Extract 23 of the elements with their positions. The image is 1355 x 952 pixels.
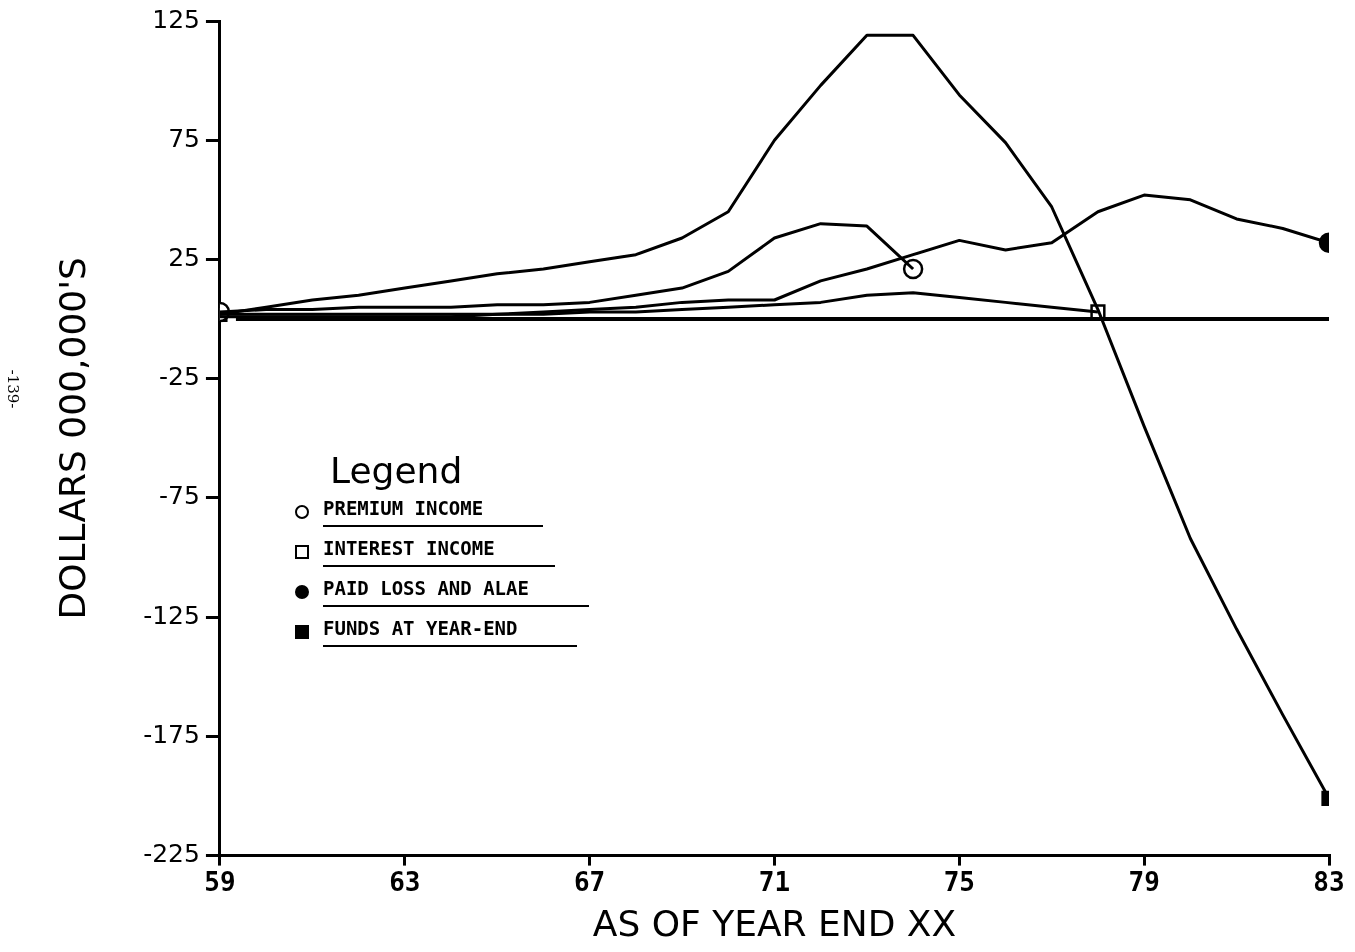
y-tick-label: -175: [143, 719, 200, 749]
y-tick-label: 25: [168, 242, 200, 272]
x-axis-title: AS OF YEAR END XX: [592, 902, 957, 944]
y-tick-label: -75: [159, 481, 200, 511]
legend-label: PAID LOSS AND ALAE: [323, 577, 589, 607]
x-tick-label: 67: [573, 866, 606, 897]
y-tick-label: -125: [143, 600, 200, 630]
y-tick-label: -25: [159, 362, 200, 392]
legend-title: Legend: [330, 450, 464, 491]
x-tick-label: 79: [1128, 866, 1160, 897]
x-tick-label: 83: [1313, 866, 1345, 897]
y-axis-title: DOLLARS 000,000'S: [51, 257, 93, 620]
x-tick-label: 71: [758, 866, 791, 897]
y-tick-label: -225: [143, 839, 200, 869]
y-tick-label: 125: [152, 4, 200, 34]
text: -139-: [4, 369, 23, 409]
x-tick-label: 59: [204, 866, 236, 897]
legend-label: INTEREST INCOME: [323, 537, 555, 567]
legend-label: PREMIUM INCOME: [323, 497, 544, 527]
x-tick-label: 75: [943, 866, 975, 897]
legend-label: FUNDS AT YEAR-END: [323, 617, 578, 647]
y-tick-label: 75: [168, 123, 200, 153]
x-tick-label: 63: [389, 866, 421, 897]
